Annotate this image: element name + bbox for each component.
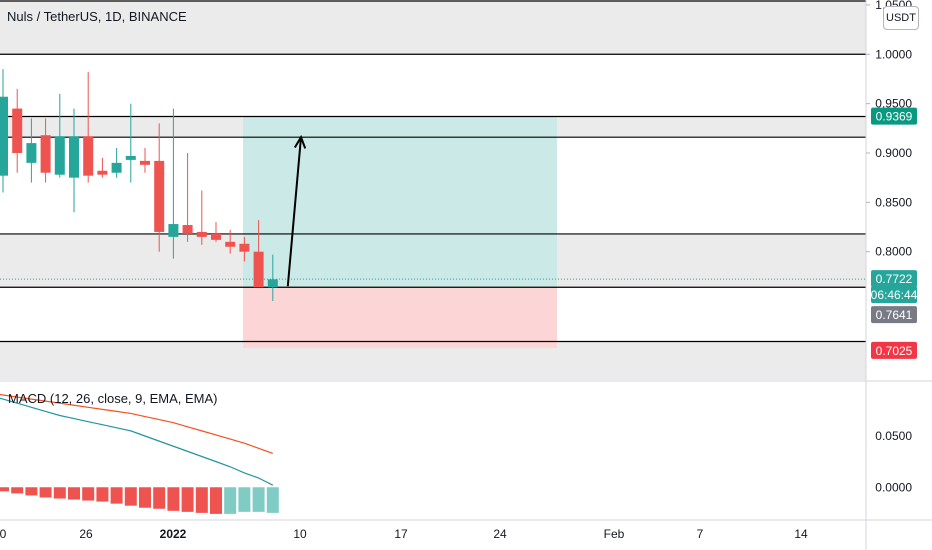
macd-y-tick-label: 0.0500 [875,429,912,443]
candle [225,241,236,247]
countdown-label: 06:46:44 [871,288,918,302]
position-loss-zone [243,287,557,348]
macd-histogram-bar [195,487,208,513]
price-label-current: 0.7722 [876,272,913,286]
price-label-target-bg [871,107,917,125]
macd-signal-line [0,393,274,454]
candle [97,170,108,175]
candle [111,162,122,173]
arrow-line [286,137,302,287]
candle [125,155,136,160]
grey-zone [0,341,866,380]
price-label-entry-bg [871,306,917,324]
price-label-stop: 0.7025 [876,344,913,358]
grey-zone [0,0,866,55]
candle [211,233,221,240]
candle [182,225,193,234]
macd-histogram-bar [224,487,237,514]
macd-histogram-bar [238,487,251,512]
y-tick-label: 0.8000 [875,245,912,259]
countdown-label-bg [871,286,917,304]
currency-button[interactable]: USDT [883,6,919,30]
y-tick-label: 1.0500 [875,0,912,12]
macd-histogram-bar [0,487,9,492]
macd-y-tick-label: 0.0000 [875,480,912,494]
macd-histogram-bar [82,487,95,501]
candle [267,279,278,288]
candle [26,143,37,163]
candle [40,135,51,173]
chart-title: Nuls / TetherUS, 1D, BINANCE [7,9,187,24]
price-label-current-bg [871,270,917,288]
candle [168,224,179,237]
x-tick-label: 7 [697,527,704,541]
macd-histogram-bar [39,487,52,498]
macd-histogram-bar [167,487,180,511]
macd-histogram-bar [68,487,80,500]
candle [54,136,65,175]
price-label-entry: 0.7641 [876,308,913,322]
candle [154,160,165,232]
y-tick-label: 1.0000 [875,47,912,61]
candle [239,243,250,252]
candle [140,160,150,165]
x-tick-label: 24 [493,527,507,541]
y-tick-label: 0.8500 [875,195,912,209]
price-label-stop-bg [871,341,917,359]
candle [196,231,207,237]
y-tick-label: 0.9000 [875,146,912,160]
x-tick-label: 10 [293,527,307,541]
macd-histogram-bar [181,487,194,512]
candle [0,96,8,176]
x-tick-label: 0 [0,527,7,541]
macd-line [0,397,274,486]
price-label-target: 0.9369 [876,110,913,124]
x-tick-label: 17 [394,527,408,541]
x-tick-label: 2022 [160,527,187,541]
macd-histogram-bar [96,487,109,502]
macd-histogram-bar [252,487,265,512]
macd-histogram-bar [139,487,151,508]
candle [12,108,23,153]
macd-histogram-bar [110,487,123,504]
candle [253,251,264,288]
candle [69,136,79,178]
x-tick-label: Feb [604,527,625,541]
macd-histogram-bar [124,487,137,506]
macd-histogram-bar [53,487,66,499]
macd-histogram-bar [210,487,222,514]
macd-histogram-bar [25,487,38,496]
arrow-head [293,134,307,149]
macd-histogram-bar [266,487,279,513]
candle [83,136,94,176]
macd-histogram-bar [153,487,166,509]
x-tick-label: 14 [794,527,808,541]
x-tick-label: 26 [79,527,93,541]
macd-title: MACD (12, 26, close, 9, EMA, EMA) [8,391,218,406]
y-tick-label: 0.9500 [875,97,912,111]
macd-histogram-bar [11,487,24,494]
